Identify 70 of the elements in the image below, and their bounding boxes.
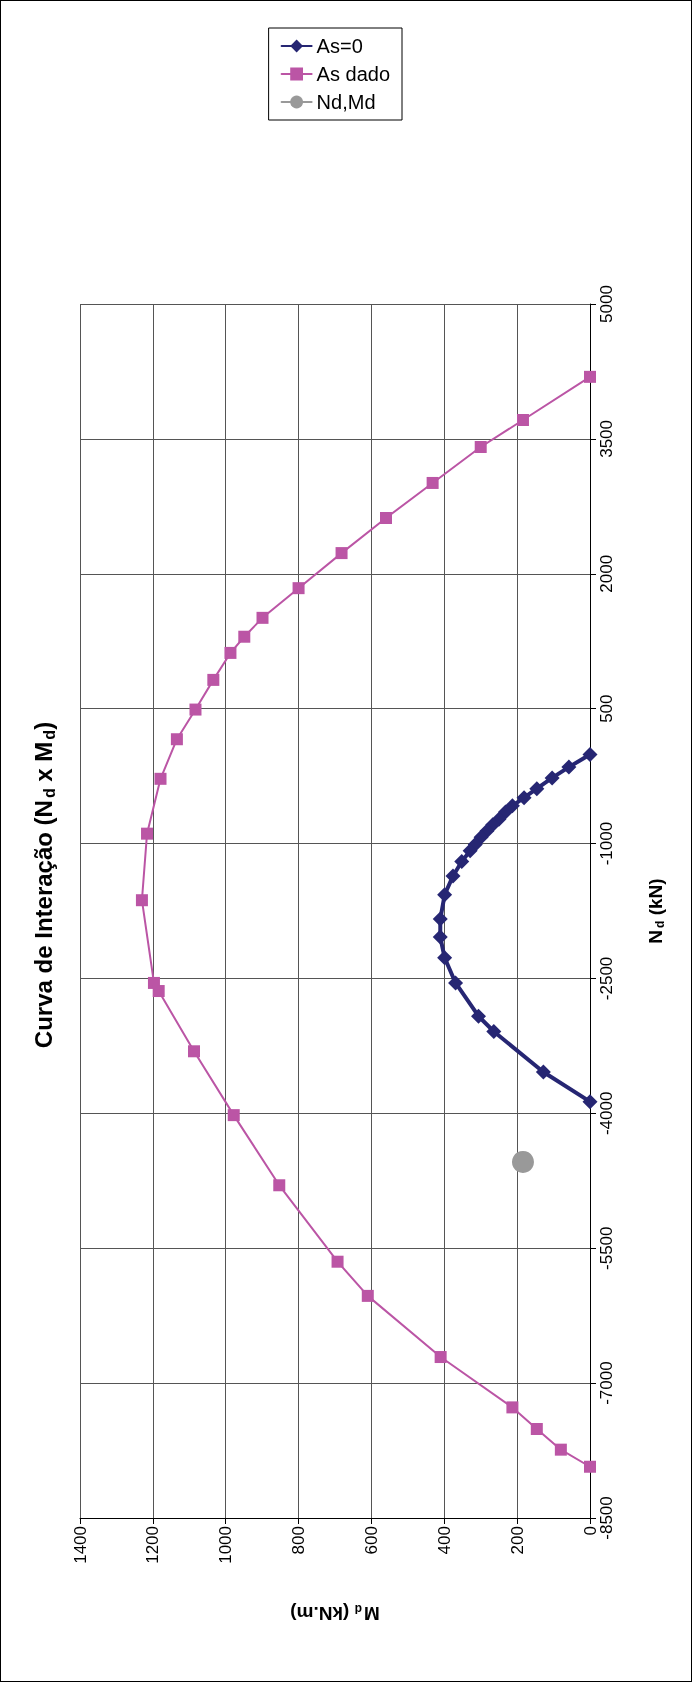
legend-label: As dado (316, 63, 390, 85)
point (529, 781, 545, 797)
point (224, 646, 237, 659)
y-tick-label: -1000 (597, 821, 616, 866)
point (582, 747, 598, 763)
point (530, 1422, 543, 1435)
point (448, 975, 464, 991)
point (561, 759, 577, 775)
x-tick-label: 1400 (70, 1526, 90, 1564)
point (516, 790, 532, 806)
point (535, 1064, 551, 1080)
point (432, 911, 448, 927)
point (256, 611, 269, 624)
x-tick-label: 600 (361, 1526, 381, 1555)
point (238, 630, 251, 643)
point (273, 1179, 286, 1192)
point (582, 1094, 598, 1110)
point (462, 843, 478, 859)
point (504, 798, 520, 814)
x-tick-label: 1000 (216, 1526, 236, 1564)
point (426, 476, 439, 489)
point (380, 512, 392, 525)
text: Curva de Interação (Nd x Md) (30, 721, 58, 1049)
y-tick-label: 5000 (597, 285, 616, 323)
point (544, 770, 560, 786)
point (292, 582, 305, 595)
point (189, 703, 202, 716)
point (141, 827, 154, 840)
y-tick-label: -8500 (597, 1496, 616, 1540)
point (135, 894, 148, 907)
legend-label: As=0 (316, 35, 363, 57)
point (188, 1045, 201, 1058)
x-tick-label: 400 (434, 1526, 454, 1555)
point (445, 868, 461, 884)
point (554, 1443, 567, 1456)
x-tick-label: 0 (580, 1526, 600, 1536)
point (474, 440, 487, 453)
point (584, 370, 596, 383)
point (152, 985, 165, 998)
point (506, 1401, 519, 1414)
point (170, 733, 183, 746)
point (437, 887, 453, 903)
y-tick-label: -2500 (597, 956, 616, 1001)
point (154, 772, 167, 785)
point (207, 673, 220, 686)
point (511, 1150, 534, 1173)
point (335, 547, 348, 560)
y-tick-label: 500 (597, 694, 616, 723)
point (434, 1351, 447, 1364)
point (454, 854, 470, 870)
point (227, 1109, 240, 1122)
y-tick-label: 2000 (597, 554, 616, 593)
point (471, 1008, 487, 1024)
y-tick-label: -5500 (597, 1226, 616, 1270)
point (486, 1024, 502, 1039)
point (437, 950, 453, 966)
point (584, 1460, 596, 1473)
point (432, 929, 448, 945)
y-tick-label: 3500 (597, 419, 616, 458)
point (331, 1255, 344, 1268)
x-tick-label: 800 (289, 1526, 309, 1555)
x-tick-label: 200 (507, 1526, 527, 1555)
y-tick-label: -7000 (597, 1361, 616, 1405)
point (361, 1289, 374, 1302)
x-tick-label: 1200 (143, 1526, 163, 1564)
y-axis-title: Nd (kN) (645, 878, 667, 944)
y-tick-label: -4000 (597, 1091, 616, 1136)
point (516, 414, 529, 426)
legend-label: Nd,Md (316, 91, 376, 113)
x-axis-title: Md (kN.m) (290, 1602, 380, 1624)
